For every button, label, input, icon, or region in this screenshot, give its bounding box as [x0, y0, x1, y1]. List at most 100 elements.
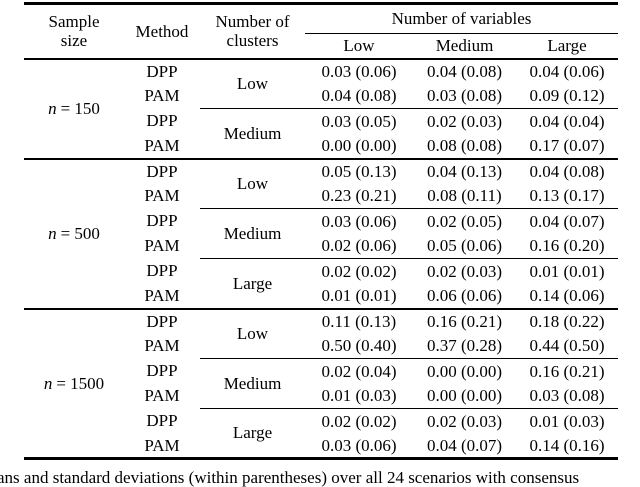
- clusters-cell: Medium: [200, 108, 305, 159]
- table-row: PAM 0.01 (0.01) 0.06 (0.06) 0.14 (0.06): [24, 284, 618, 309]
- method-cell: DPP: [146, 361, 178, 381]
- value-cell: 0.03 (0.08): [426, 86, 503, 106]
- method-cell: DPP: [146, 111, 178, 131]
- value-cell: 0.06 (0.06): [426, 285, 503, 305]
- value-cell: 0.02 (0.06): [321, 236, 397, 256]
- value-cell: 0.08 (0.11): [427, 186, 502, 206]
- table-row: PAM 0.23 (0.21) 0.08 (0.11) 0.13 (0.17): [24, 184, 618, 209]
- value-cell: 0.14 (0.06): [529, 285, 605, 305]
- value-cell: 0.23 (0.21): [321, 186, 397, 206]
- value-cell: 0.37 (0.28): [426, 336, 503, 356]
- value-cell: 0.08 (0.08): [426, 135, 503, 155]
- method-cell: DPP: [146, 261, 178, 281]
- value-cell: 0.16 (0.21): [413, 307, 516, 334]
- value-cell: 0.05 (0.06): [426, 236, 503, 256]
- value-cell: 0.04 (0.13): [413, 157, 516, 184]
- value-cell: 0.16 (0.21): [516, 358, 618, 384]
- value-cell: 0.44 (0.50): [529, 336, 605, 356]
- value-cell: 0.04 (0.07): [426, 435, 503, 455]
- method-cell: DPP: [146, 211, 178, 231]
- value-cell: 0.03 (0.05): [305, 108, 413, 134]
- method-cell: PAM: [144, 186, 180, 206]
- value-cell: 0.03 (0.06): [321, 61, 397, 81]
- sample-size-cell: n = 150: [24, 59, 124, 159]
- sample-size-cell: n = 500: [24, 157, 124, 309]
- value-cell: 0.04 (0.08): [321, 86, 397, 106]
- results-table: Sample size Method Number of clusters Nu…: [24, 2, 618, 460]
- value-cell: 0.18 (0.22): [516, 307, 618, 334]
- value-cell: 0.04 (0.06): [529, 61, 605, 81]
- sample-size-cell: n = 1500: [24, 307, 124, 459]
- clusters-cell: Large: [200, 408, 305, 459]
- value-cell: 0.05 (0.13): [305, 157, 413, 184]
- value-cell: 0.11 (0.13): [305, 307, 413, 334]
- table-row: DPP Medium 0.02 (0.04) 0.00 (0.00) 0.16 …: [24, 358, 618, 409]
- clusters-cell: Large: [200, 258, 305, 309]
- method-cell: DPP: [146, 61, 178, 81]
- header-sample-size-label: Sample size: [48, 12, 100, 51]
- table-row: PAM 0.03 (0.06) 0.04 (0.07) 0.14 (0.16): [24, 434, 618, 459]
- value-cell: 0.01 (0.01): [321, 285, 397, 305]
- header-variables-large: Large: [516, 33, 618, 60]
- table-row: PAM 0.04 (0.08) 0.03 (0.08) 0.09 (0.12): [24, 84, 618, 109]
- method-cell: PAM: [144, 135, 180, 155]
- table-row: DPP Large 0.02 (0.02) 0.02 (0.03) 0.01 (…: [24, 258, 618, 309]
- method-cell: PAM: [144, 386, 180, 406]
- method-cell: DPP: [124, 307, 200, 334]
- header-clusters-label: Number of clusters: [215, 12, 290, 51]
- sample-size-var: n: [48, 98, 57, 118]
- value-cell: 0.02 (0.02): [305, 258, 413, 284]
- table-row: PAM 0.01 (0.03) 0.00 (0.00) 0.03 (0.08): [24, 384, 618, 409]
- table-row: PAM 0.50 (0.40) 0.37 (0.28) 0.44 (0.50): [24, 334, 618, 359]
- value-cell: 0.02 (0.03): [413, 408, 516, 434]
- table-row: n = 150 DPP Low 0.03 (0.06) 0.04 (0.08) 0…: [24, 59, 618, 118]
- value-cell: 0.02 (0.04): [305, 358, 413, 384]
- clusters-cell: Medium: [200, 358, 305, 409]
- sample-size-value: = 500: [60, 223, 100, 243]
- value-cell: 0.14 (0.16): [529, 435, 605, 455]
- sample-size-value: = 150: [60, 98, 100, 118]
- method-cell: PAM: [144, 285, 180, 305]
- value-cell: 0.13 (0.17): [529, 186, 605, 206]
- clusters-cell: Low: [200, 157, 305, 209]
- method-cell: PAM: [144, 86, 180, 106]
- method-cell: DPP: [124, 157, 200, 184]
- method-cell: PAM: [144, 435, 180, 455]
- value-cell: 0.00 (0.00): [321, 135, 397, 155]
- header-variables: Number of variables: [305, 3, 618, 34]
- value-cell: 0.04 (0.08): [426, 61, 503, 81]
- clusters-cell: Low: [236, 74, 269, 94]
- value-cell: 0.03 (0.06): [321, 435, 397, 455]
- table-row: PAM 0.02 (0.06) 0.05 (0.06) 0.16 (0.20): [24, 234, 618, 259]
- table-row: n = 500 DPP Low 0.05 (0.13) 0.04 (0.13) 0…: [24, 157, 618, 309]
- value-cell: 0.17 (0.07): [529, 135, 605, 155]
- header-clusters: Number of clusters: [200, 3, 305, 60]
- value-cell: 0.00 (0.00): [413, 358, 516, 384]
- value-cell: 0.16 (0.20): [529, 236, 605, 256]
- value-cell: 0.09 (0.12): [529, 86, 605, 106]
- clusters-cell: Medium: [200, 208, 305, 259]
- method-cell: PAM: [144, 336, 180, 356]
- value-cell: 0.01 (0.01): [516, 258, 618, 284]
- table-row: DPP Medium 0.03 (0.06) 0.02 (0.05) 0.04 …: [24, 208, 618, 259]
- table-row: DPP Medium 0.03 (0.05) 0.02 (0.03) 0.04 …: [24, 108, 618, 159]
- header-variables-medium: Medium: [413, 33, 516, 60]
- sample-size-value: = 1500: [56, 373, 105, 393]
- sample-size-var: n: [43, 373, 53, 393]
- value-cell: 0.01 (0.03): [321, 386, 397, 406]
- value-cell: 0.02 (0.03): [413, 108, 516, 134]
- value-cell: 0.00 (0.00): [426, 386, 503, 406]
- method-cell: PAM: [144, 236, 180, 256]
- sample-size-var: n: [48, 223, 57, 243]
- method-cell: DPP: [146, 411, 178, 431]
- value-cell: 0.02 (0.03): [413, 258, 516, 284]
- table-row: DPP Large 0.02 (0.02) 0.02 (0.03) 0.01 (…: [24, 408, 618, 459]
- value-cell: 0.02 (0.05): [413, 208, 516, 234]
- value-cell: 0.03 (0.08): [529, 386, 605, 406]
- value-cell: 0.04 (0.08): [516, 157, 618, 184]
- value-cell: 0.50 (0.40): [321, 336, 397, 356]
- value-cell: 0.03 (0.06): [305, 208, 413, 234]
- clusters-cell: Low: [200, 307, 305, 359]
- table-row: PAM 0.00 (0.00) 0.08 (0.08) 0.17 (0.07): [24, 134, 618, 159]
